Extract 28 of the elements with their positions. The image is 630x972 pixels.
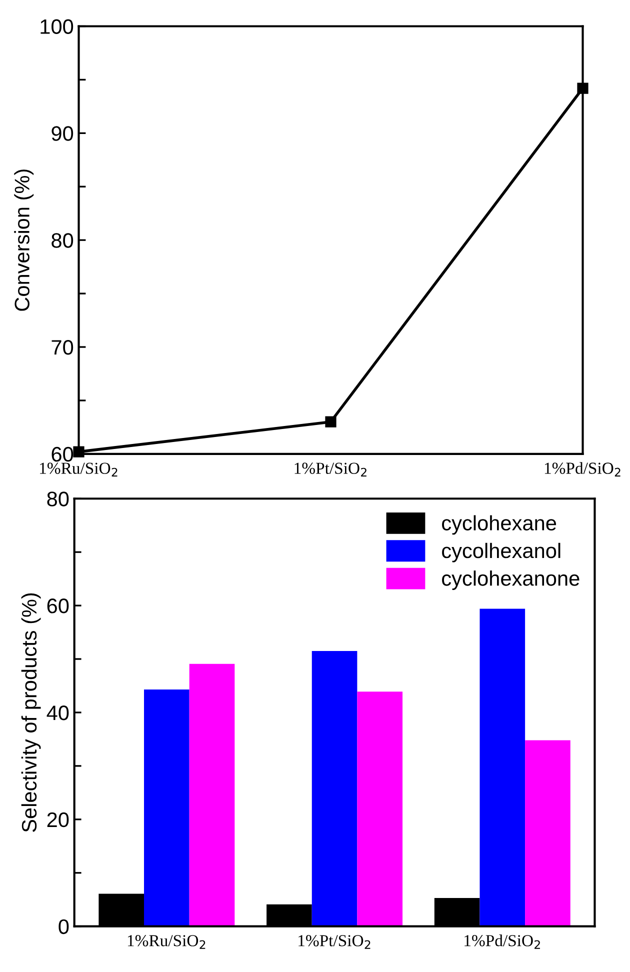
y-tick-label: 90 [52,126,74,141]
legend-label: cyclohexane [442,515,556,535]
y-tick-label: 80 [52,233,74,248]
y-tick-label: 60 [47,598,69,614]
y-tick-label: 100 [40,19,74,34]
y-tick-label: 60 [52,446,74,462]
x-tick-label: 1%Pt/SiO$_{2}$ [298,935,370,949]
bar [312,650,358,926]
x-tick-label: 1%Ru/SiO$_{2}$ [128,935,206,949]
y-axis-title: Conversion (%) [14,170,34,311]
y-tick-label: 0 [58,919,69,934]
legend-label: cyclohexanone [442,570,580,590]
y-tick-label: 70 [52,340,74,355]
y-tick-label: 80 [47,492,69,506]
bar [189,664,235,926]
x-tick-label: 1%Pd/SiO$_{2}$ [544,462,620,476]
point [325,416,336,428]
bar [480,608,526,926]
x-tick-label: 1%Pd/SiO$_{2}$ [464,934,540,949]
legend-label: cycolhexanol [442,542,560,562]
bar [525,740,570,926]
x-tick-label: 1%Pt/SiO$_{2}$ [294,462,366,476]
y-axis-title: Selectivity of products (%) [21,593,41,832]
y-tick-label: 20 [47,812,69,828]
x-tick-label: 1%Ru/SiO$_{2}$ [40,462,118,476]
y-tick-label: 40 [46,705,69,720]
bar [357,692,403,926]
bar [144,689,190,926]
